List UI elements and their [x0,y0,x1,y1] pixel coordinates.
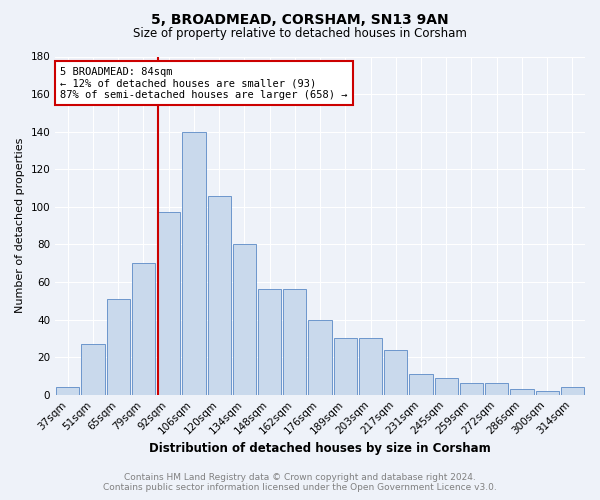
Bar [434,378,458,394]
Bar [107,299,130,394]
Bar [485,384,508,394]
Y-axis label: Number of detached properties: Number of detached properties [15,138,25,314]
Bar [384,350,407,395]
Bar [132,263,155,394]
Text: 5 BROADMEAD: 84sqm
← 12% of detached houses are smaller (93)
87% of semi-detache: 5 BROADMEAD: 84sqm ← 12% of detached hou… [61,66,348,100]
Bar [561,387,584,394]
Bar [511,389,533,394]
Text: Contains HM Land Registry data © Crown copyright and database right 2024.
Contai: Contains HM Land Registry data © Crown c… [103,473,497,492]
Text: 5, BROADMEAD, CORSHAM, SN13 9AN: 5, BROADMEAD, CORSHAM, SN13 9AN [151,12,449,26]
Bar [409,374,433,394]
Bar [460,384,483,394]
Bar [283,290,307,395]
Bar [258,290,281,395]
Bar [56,387,79,394]
Bar [82,344,104,395]
X-axis label: Distribution of detached houses by size in Corsham: Distribution of detached houses by size … [149,442,491,455]
Bar [233,244,256,394]
Bar [208,196,231,394]
Text: Size of property relative to detached houses in Corsham: Size of property relative to detached ho… [133,28,467,40]
Bar [182,132,206,394]
Bar [359,338,382,394]
Bar [157,212,181,394]
Bar [334,338,357,394]
Bar [536,391,559,394]
Bar [308,320,332,394]
